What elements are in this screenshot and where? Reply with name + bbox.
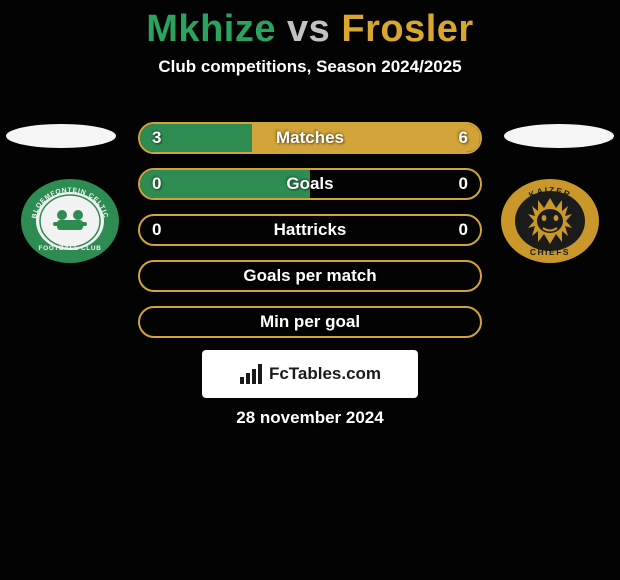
stat-label: Matches: [140, 124, 480, 152]
club-badge-right: KAIZER CHIEFS: [500, 178, 600, 264]
stat-label: Hattricks: [140, 216, 480, 244]
bloemfontein-celtic-logo-icon: BLOEMFONTEIN CELTIC FOOTBALL CLUB: [20, 178, 120, 264]
attribution-text: FcTables.com: [269, 364, 381, 384]
page-title: Mkhize vs Frosler: [0, 0, 620, 51]
kaizer-chiefs-logo-icon: KAIZER CHIEFS: [500, 178, 600, 264]
club-badge-left: BLOEMFONTEIN CELTIC FOOTBALL CLUB: [20, 178, 120, 264]
stat-row: Goals0 0: [138, 168, 482, 200]
player2-silhouette-shadow: [504, 124, 614, 148]
stat-value-right: 6: [459, 124, 468, 152]
stat-row: Min per goal: [138, 306, 482, 338]
stat-value-right: 0: [459, 216, 468, 244]
attribution-badge: FcTables.com: [202, 350, 418, 398]
svg-text:FOOTBALL CLUB: FOOTBALL CLUB: [39, 245, 102, 252]
player1-name: Mkhize: [146, 8, 276, 50]
stat-value-left: 0: [152, 170, 161, 198]
stat-row: Goals per match: [138, 260, 482, 292]
stat-label: Min per goal: [140, 308, 480, 336]
stat-value-right: 0: [459, 170, 468, 198]
stat-value-left: 3: [152, 124, 161, 152]
fctables-logo-icon: [239, 363, 265, 385]
subtitle: Club competitions, Season 2024/2025: [0, 57, 620, 77]
vs-text: vs: [287, 8, 330, 50]
player1-silhouette-shadow: [6, 124, 116, 148]
stat-row: Matches3 6: [138, 122, 482, 154]
stat-label: Goals: [140, 170, 480, 198]
date-text: 28 november 2024: [0, 408, 620, 428]
svg-text:CHIEFS: CHIEFS: [530, 247, 570, 257]
stat-value-left: 0: [152, 216, 161, 244]
stats-container: Matches36Goals00Hattricks00Goals per mat…: [138, 122, 482, 338]
stat-label: Goals per match: [140, 262, 480, 290]
stat-row: Hattricks0 0: [138, 214, 482, 246]
player2-name: Frosler: [341, 8, 473, 50]
